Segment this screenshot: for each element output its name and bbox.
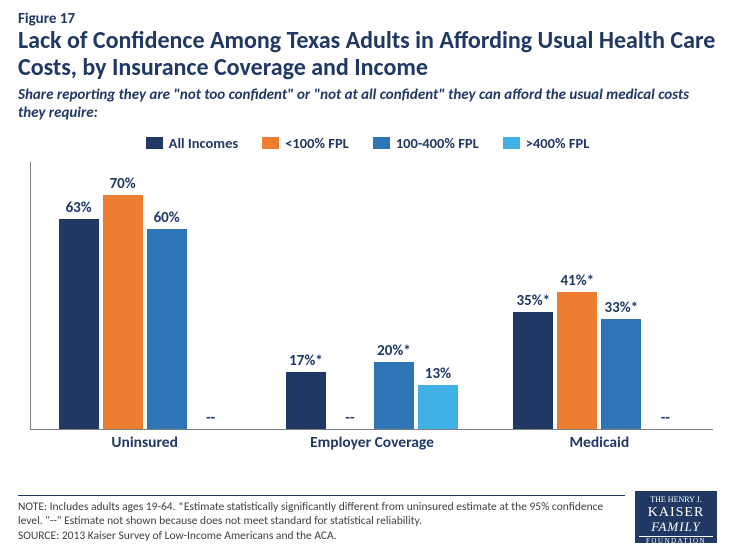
legend-swatch: [373, 137, 390, 149]
bar-missing-label: --: [206, 409, 215, 427]
bar-missing-label: --: [345, 409, 354, 427]
legend-swatch: [503, 137, 520, 149]
category-group: 63%70%60%--Uninsured: [31, 162, 258, 429]
bar: [59, 219, 99, 429]
legend-item: >400% FPL: [503, 134, 590, 152]
legend-swatch: [262, 137, 279, 149]
bar-slot: 41%*: [557, 162, 597, 429]
bar-slot: 20%*: [374, 162, 414, 429]
bar: [286, 372, 326, 429]
legend-swatch: [146, 137, 163, 149]
bar-slot: 60%: [147, 162, 187, 429]
source-text: SOURCE: 2013 Kaiser Survey of Low-Income…: [18, 529, 625, 543]
bar-slot: 13%: [418, 162, 458, 429]
bars-row: 17%*--20%*13%: [258, 162, 485, 429]
logo-line4: FOUNDATION: [639, 536, 713, 546]
category-label: Medicaid: [486, 429, 713, 452]
bar-slot: 17%*: [286, 162, 326, 429]
legend-label: >400% FPL: [526, 134, 590, 152]
category-label: Uninsured: [31, 429, 258, 452]
logo-line3: FAMILY: [639, 520, 713, 534]
note-text: NOTE: Includes adults ages 19-64. *Estim…: [18, 500, 625, 529]
bar: [147, 229, 187, 429]
category-group: 17%*--20%*13%Employer Coverage: [258, 162, 485, 429]
legend-label: All Incomes: [169, 134, 239, 152]
figure-page: Figure 17 Lack of Confidence Among Texas…: [0, 0, 735, 551]
bar-slot: 35%*: [513, 162, 553, 429]
chart-area: 63%70%60%--Uninsured17%*--20%*13%Employe…: [18, 162, 717, 452]
bars-row: 35%*41%*33%*--: [486, 162, 713, 429]
bar-value-label: 13%: [408, 365, 468, 383]
bar-value-label: 70%: [93, 175, 153, 193]
bar-slot: 63%: [59, 162, 99, 429]
chart-subtitle: Share reporting they are "not too confid…: [18, 86, 717, 122]
bar-slot: --: [645, 162, 685, 429]
bar: [601, 319, 641, 429]
bar-value-label: 60%: [137, 209, 197, 227]
legend-label: <100% FPL: [285, 134, 349, 152]
bars-row: 63%70%60%--: [31, 162, 258, 429]
bar-slot: --: [330, 162, 370, 429]
bar-value-label: 20%*: [364, 342, 424, 360]
chart-title: Lack of Confidence Among Texas Adults in…: [18, 28, 717, 82]
kaiser-logo: THE HENRY J. KAISER FAMILY FOUNDATION: [635, 491, 717, 543]
legend-item: All Incomes: [146, 134, 239, 152]
bar-value-label: 33%*: [591, 299, 651, 317]
legend-item: 100-400% FPL: [373, 134, 479, 152]
legend-item: <100% FPL: [262, 134, 349, 152]
bar: [513, 312, 553, 429]
category-label: Employer Coverage: [258, 429, 485, 452]
bar: [103, 195, 143, 429]
legend: All Incomes <100% FPL 100-400% FPL >400% FP…: [18, 134, 717, 154]
bar-slot: --: [191, 162, 231, 429]
logo-line2: KAISER: [639, 505, 713, 520]
legend-label: 100-400% FPL: [396, 134, 479, 152]
bar: [418, 385, 458, 428]
bar-slot: 33%*: [601, 162, 641, 429]
bar-missing-label: --: [661, 409, 670, 427]
bar-value-label: 63%: [49, 199, 109, 217]
bar-value-label: 17%*: [276, 352, 336, 370]
bar-slot: 70%: [103, 162, 143, 429]
plot-region: 63%70%60%--Uninsured17%*--20%*13%Employe…: [30, 162, 713, 430]
bar-value-label: 41%*: [547, 272, 607, 290]
logo-line1: THE HENRY J.: [639, 496, 713, 505]
footer-notes: NOTE: Includes adults ages 19-64. *Estim…: [18, 495, 625, 543]
bar-value-label: 35%*: [503, 292, 563, 310]
category-group: 35%*41%*33%*--Medicaid: [486, 162, 713, 429]
